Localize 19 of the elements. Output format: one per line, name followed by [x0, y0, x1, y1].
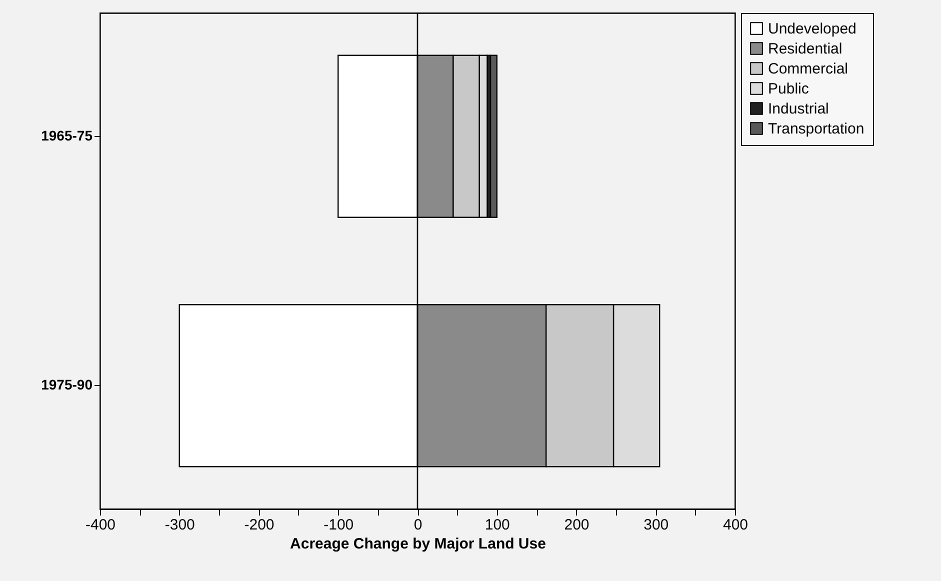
- x-tick-label: 300: [644, 516, 669, 534]
- x-tick-label: 0: [414, 516, 422, 534]
- bar: [490, 54, 498, 218]
- legend-label: Commercial: [768, 60, 848, 78]
- x-tick-label: -400: [85, 516, 116, 534]
- legend-label: Residential: [768, 40, 842, 58]
- x-tick-label: 100: [484, 516, 510, 534]
- x-axis-title: Acreage Change by Major Land Use: [290, 536, 546, 552]
- y-tick-label: 1975-90: [41, 376, 93, 393]
- legend-label: Transportation: [768, 120, 864, 138]
- legend-label: Undeveloped: [768, 20, 856, 38]
- x-tick-label: -300: [164, 516, 195, 534]
- legend-label: Public: [768, 80, 810, 98]
- y-tick-label: 1965-75: [41, 127, 93, 144]
- x-tick-label: -200: [244, 516, 274, 534]
- x-tick-label: -100: [324, 516, 354, 534]
- legend-label: Industrial: [768, 100, 829, 118]
- x-tick-label: 400: [722, 516, 748, 534]
- x-tick-label: 200: [564, 516, 590, 534]
